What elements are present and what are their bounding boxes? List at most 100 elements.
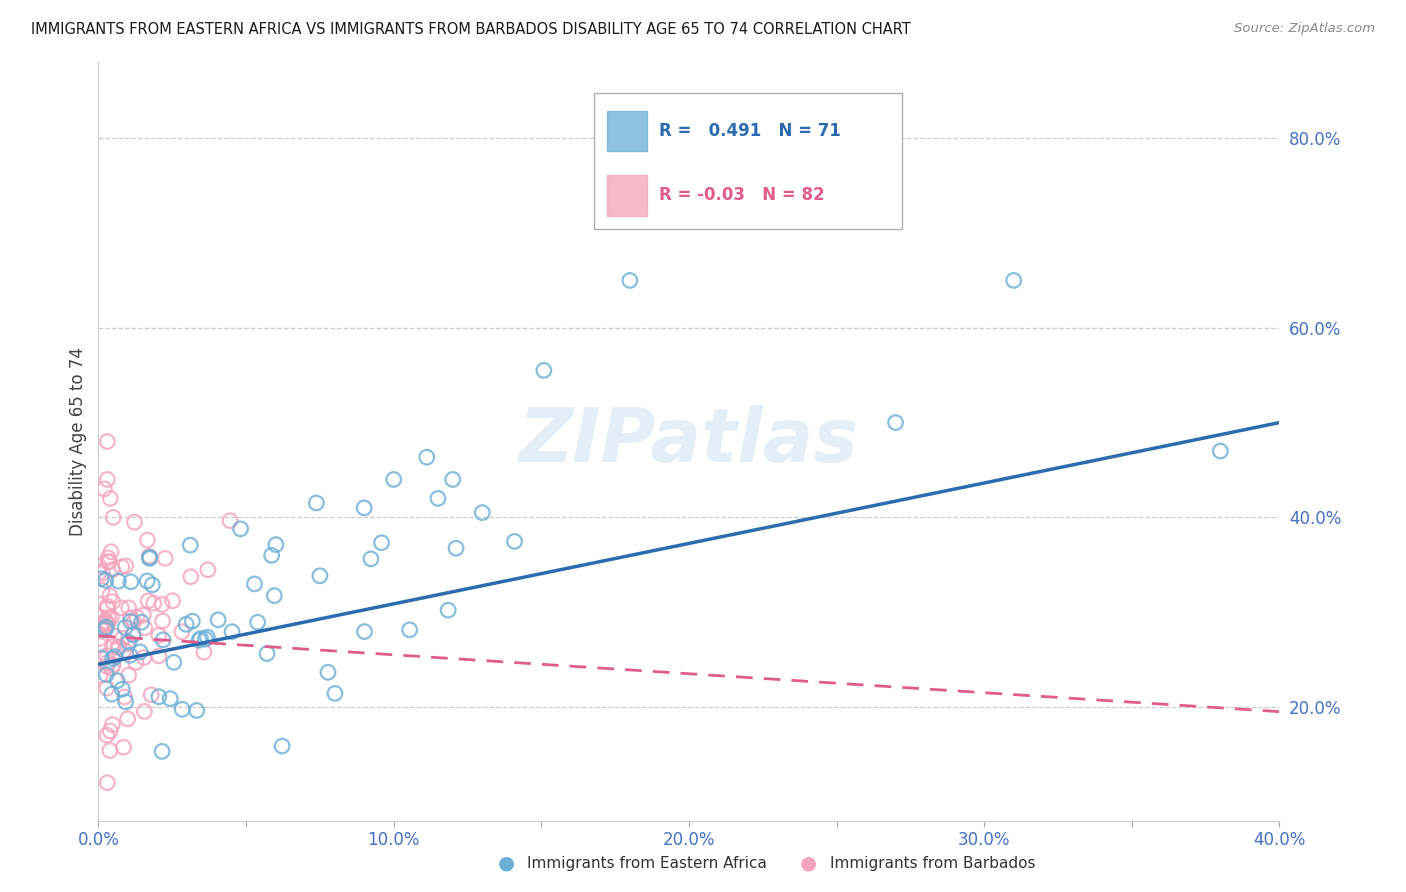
Point [398, 623, 420, 637]
Point [96, 617, 118, 632]
Point [112, 740, 135, 755]
Text: ZIPatlas: ZIPatlas [519, 405, 859, 478]
Point [305, 496, 328, 510]
Point [323, 686, 346, 700]
Point [105, 673, 128, 688]
Point [246, 615, 269, 630]
Point [619, 273, 641, 287]
Point [125, 656, 148, 670]
Point [97, 616, 120, 631]
Point [139, 688, 162, 702]
Point [136, 574, 159, 588]
Point [884, 416, 907, 430]
Point [101, 717, 124, 731]
Point [118, 668, 141, 682]
Point [97, 555, 120, 569]
Point [94, 574, 117, 588]
Point [90, 617, 112, 632]
Point [89, 668, 111, 682]
Point [94, 620, 117, 634]
Point [170, 624, 193, 639]
Point [91, 566, 114, 581]
Point [112, 643, 135, 657]
Point [122, 628, 145, 642]
Point [197, 563, 219, 577]
Point [197, 630, 219, 644]
Point [114, 695, 136, 709]
Point [533, 363, 555, 377]
Point [89, 639, 111, 653]
Point [96, 667, 118, 681]
Point [134, 621, 156, 635]
Point [152, 632, 174, 647]
Point [219, 514, 242, 528]
Point [132, 608, 155, 623]
Point [263, 589, 285, 603]
Point [89, 559, 111, 574]
Point [207, 613, 229, 627]
Point [148, 648, 170, 663]
Point [353, 624, 375, 639]
Point [101, 640, 124, 654]
Point [107, 640, 129, 655]
Point [138, 549, 160, 564]
Point [89, 609, 111, 624]
Point [132, 650, 155, 665]
Point [97, 656, 120, 670]
Point [98, 743, 121, 757]
Point [316, 665, 339, 680]
Point [148, 690, 170, 704]
Point [91, 616, 114, 631]
Point [98, 589, 121, 603]
Point [114, 558, 136, 573]
Point [94, 623, 117, 637]
Point [181, 614, 204, 628]
Point [150, 598, 173, 612]
Point [90, 572, 112, 586]
Point [104, 649, 127, 664]
Point [129, 645, 152, 659]
Point [96, 728, 118, 742]
Point [100, 661, 122, 675]
Point [153, 551, 176, 566]
Point [416, 450, 439, 465]
Point [256, 647, 278, 661]
Point [111, 632, 134, 646]
Point [142, 596, 165, 610]
Point [98, 723, 121, 738]
Point [427, 491, 450, 506]
Point [229, 522, 252, 536]
Point [163, 655, 186, 669]
Point [100, 545, 122, 559]
Point [97, 550, 120, 565]
Point [120, 611, 142, 625]
Point [90, 651, 112, 665]
Point [125, 610, 148, 624]
Point [89, 565, 111, 579]
Point [100, 610, 122, 624]
Point [101, 563, 124, 577]
Point [141, 578, 163, 592]
Point [179, 538, 201, 552]
Point [194, 632, 217, 646]
Text: ●: ● [800, 854, 817, 873]
Point [96, 473, 118, 487]
Point [444, 541, 467, 556]
Text: Immigrants from Eastern Africa: Immigrants from Eastern Africa [527, 856, 768, 871]
Point [118, 635, 141, 649]
Point [110, 601, 132, 615]
Point [437, 603, 460, 617]
Point [89, 632, 111, 646]
Point [370, 535, 392, 549]
Point [138, 550, 160, 565]
Point [98, 555, 121, 569]
Point [122, 627, 145, 641]
Point [118, 600, 141, 615]
Point [118, 648, 141, 663]
Point [172, 702, 194, 716]
Point [162, 593, 184, 607]
Point [117, 712, 139, 726]
Point [96, 601, 118, 615]
Point [101, 651, 124, 665]
Point [264, 538, 287, 552]
